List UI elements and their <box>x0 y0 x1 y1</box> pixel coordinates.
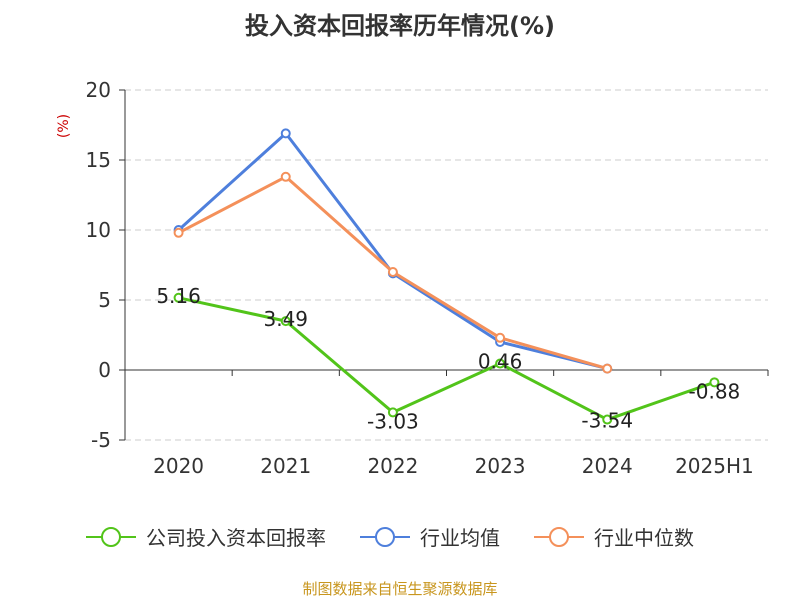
data-label: -3.54 <box>581 409 633 433</box>
chart-title: 投入资本回报率历年情况(%) <box>245 12 555 40</box>
data-point <box>387 407 398 418</box>
data-point <box>280 128 291 139</box>
legend-item: 行业均值 <box>360 526 500 550</box>
axes <box>119 89 769 441</box>
y-tick-labels: 20 15 10 5 0 -5 <box>86 78 111 452</box>
y-tick-label: -5 <box>91 428 111 452</box>
legend-marker <box>375 527 395 547</box>
data-point <box>495 332 506 343</box>
data-point <box>602 414 613 425</box>
y-tick-label: 10 <box>86 218 111 242</box>
legend-label: 行业中位数 <box>594 526 694 550</box>
legend-marker <box>549 527 569 547</box>
y-tick-label: 0 <box>98 358 111 382</box>
data-label: 0.46 <box>478 350 523 374</box>
x-tick-label: 2025H1 <box>675 454 754 478</box>
data-label: -0.88 <box>689 379 741 403</box>
x-tick-label: 2020 <box>153 454 204 478</box>
y-tick-label: 5 <box>98 288 111 312</box>
legend: 公司投入资本回报率 行业均值 行业中位数 <box>86 526 694 550</box>
data-labels: 5.16 3.49 -3.03 0.46 -3.54 -0.88 <box>156 284 740 434</box>
series-line <box>178 296 715 422</box>
data-point <box>280 171 291 182</box>
x-tick-labels: 2020 2021 2022 2023 2024 2025H1 <box>153 454 754 478</box>
data-point <box>709 377 720 388</box>
x-tick-label: 2021 <box>260 454 311 478</box>
legend-label: 行业均值 <box>420 526 500 550</box>
legend-marker <box>101 527 121 547</box>
data-point <box>602 363 613 374</box>
legend-item: 行业中位数 <box>534 526 694 550</box>
grid-lines <box>125 89 768 441</box>
data-point <box>173 227 184 238</box>
x-tick-label: 2022 <box>367 454 418 478</box>
legend-label: 公司投入资本回报率 <box>146 526 326 550</box>
y-axis-label: (%) <box>56 114 72 138</box>
legend-item: 公司投入资本回报率 <box>86 526 326 550</box>
source-note: 制图数据来自恒生聚源数据库 <box>302 580 498 598</box>
data-point <box>280 316 291 327</box>
data-label: 5.16 <box>156 284 201 308</box>
x-tick-label: 2024 <box>582 454 633 478</box>
data-label: -3.03 <box>367 409 419 433</box>
series-line <box>177 131 608 371</box>
data-label: 3.49 <box>263 307 308 331</box>
x-tick-label: 2023 <box>475 454 526 478</box>
data-point <box>173 292 184 303</box>
series-lines <box>173 128 720 425</box>
data-point <box>495 358 506 369</box>
y-tick-label: 20 <box>86 78 111 102</box>
y-tick-label: 15 <box>86 148 111 172</box>
data-point <box>387 267 398 277</box>
